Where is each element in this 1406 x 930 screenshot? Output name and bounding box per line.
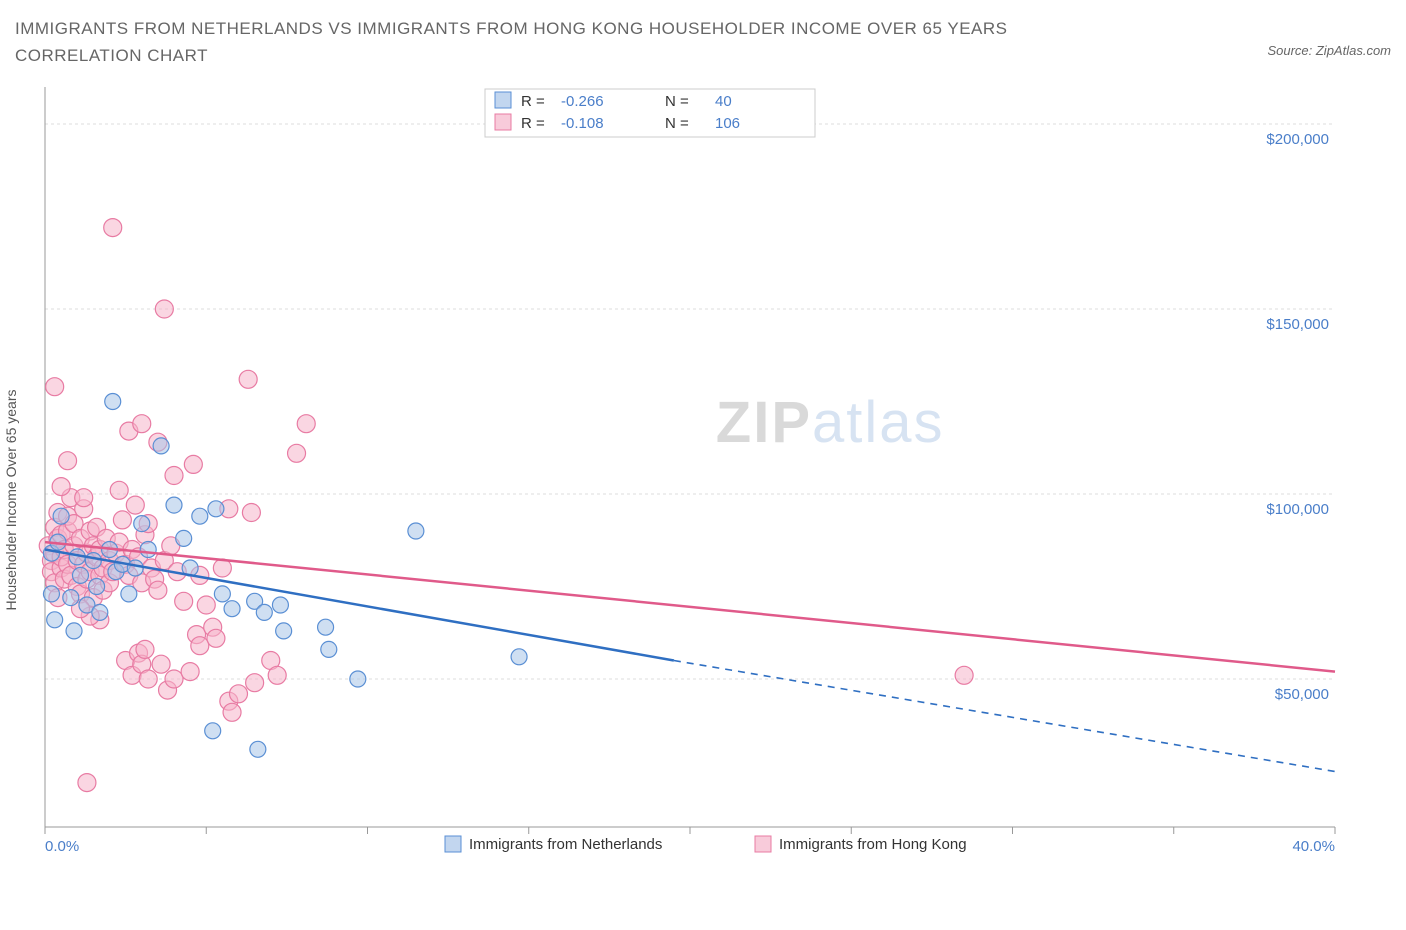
scatter-point — [52, 478, 70, 496]
x-tick-label: 40.0% — [1292, 838, 1335, 855]
stat-r-value: -0.108 — [561, 115, 604, 132]
scatter-point — [127, 560, 143, 576]
scatter-point — [53, 509, 69, 525]
legend-label: Immigrants from Hong Kong — [779, 836, 967, 853]
scatter-point — [165, 670, 183, 688]
scatter-point — [139, 670, 157, 688]
scatter-point — [89, 579, 105, 595]
scatter-point — [288, 445, 306, 463]
y-tick-label: $150,000 — [1266, 316, 1329, 333]
chart-title: IMMIGRANTS FROM NETHERLANDS VS IMMIGRANT… — [15, 15, 1115, 69]
legend-swatch — [445, 836, 461, 852]
scatter-point — [250, 742, 266, 758]
legend-swatch — [495, 114, 511, 130]
scatter-point — [149, 582, 167, 600]
y-tick-label: $50,000 — [1275, 686, 1329, 703]
scatter-point — [224, 601, 240, 617]
scatter-point — [350, 671, 366, 687]
scatter-point — [318, 620, 334, 636]
scatter-point — [197, 596, 215, 614]
correlation-chart: $50,000 $100,000 $150,000 $200,000 0.0% 40.0%… — [15, 77, 1355, 907]
scatter-point — [140, 542, 156, 558]
stat-n-value: 106 — [715, 115, 740, 132]
scatter-point — [47, 612, 63, 628]
scatter-point — [208, 501, 224, 517]
scatter-point — [136, 641, 154, 659]
scatter-point — [192, 509, 208, 525]
scatter-point — [246, 674, 264, 692]
legend-swatch — [495, 92, 511, 108]
stat-n-label: N = — [665, 93, 689, 110]
scatter-point — [113, 511, 131, 529]
scatter-point — [59, 452, 77, 470]
scatter-point — [175, 593, 193, 611]
y-tick-label: $100,000 — [1266, 501, 1329, 518]
scatter-point — [92, 605, 108, 621]
scatter-point — [214, 586, 230, 602]
scatter-point — [223, 704, 241, 722]
scatter-point — [75, 489, 93, 507]
scatter-point — [297, 415, 315, 433]
scatter-point — [408, 523, 424, 539]
scatter-point — [176, 531, 192, 547]
scatter-point — [165, 467, 183, 485]
stat-n-value: 40 — [715, 93, 732, 110]
y-tick-label: $200,000 — [1266, 131, 1329, 148]
trend-line-extrapolated — [674, 661, 1335, 772]
scatter-point — [276, 623, 292, 639]
scatter-point — [78, 774, 96, 792]
scatter-point — [104, 219, 122, 237]
scatter-point — [63, 590, 79, 606]
scatter-point — [105, 394, 121, 410]
scatter-point — [256, 605, 272, 621]
scatter-point — [166, 497, 182, 513]
scatter-point — [152, 656, 170, 674]
scatter-point — [205, 723, 221, 739]
scatter-point — [155, 300, 173, 318]
stat-r-label: R = — [521, 115, 545, 132]
scatter-point — [46, 378, 64, 396]
stat-r-value: -0.266 — [561, 93, 604, 110]
scatter-point — [153, 438, 169, 454]
scatter-point — [242, 504, 260, 522]
scatter-point — [126, 496, 144, 514]
scatter-point — [110, 482, 128, 500]
scatter-point — [85, 553, 101, 569]
scatter-point — [191, 637, 209, 655]
source-label: Source: ZipAtlas.com — [1267, 43, 1391, 58]
watermark: ZIPatlas — [716, 391, 945, 456]
scatter-point — [321, 642, 337, 658]
scatter-point — [230, 685, 248, 703]
stat-r-label: R = — [521, 93, 545, 110]
scatter-point — [43, 586, 59, 602]
scatter-point — [121, 586, 137, 602]
scatter-point — [511, 649, 527, 665]
scatter-point — [207, 630, 225, 648]
scatter-point — [272, 597, 288, 613]
scatter-point — [133, 415, 151, 433]
legend-swatch — [755, 836, 771, 852]
scatter-point — [66, 623, 82, 639]
legend-label: Immigrants from Netherlands — [469, 836, 662, 853]
scatter-point — [268, 667, 286, 685]
scatter-point — [184, 456, 202, 474]
scatter-point — [134, 516, 150, 532]
scatter-point — [72, 568, 88, 584]
stat-n-label: N = — [665, 115, 689, 132]
scatter-point — [239, 371, 257, 389]
x-tick-label: 0.0% — [45, 838, 79, 855]
y-axis-label: Householder Income Over 65 years — [3, 390, 19, 611]
scatter-point — [955, 667, 973, 685]
scatter-point — [181, 663, 199, 681]
